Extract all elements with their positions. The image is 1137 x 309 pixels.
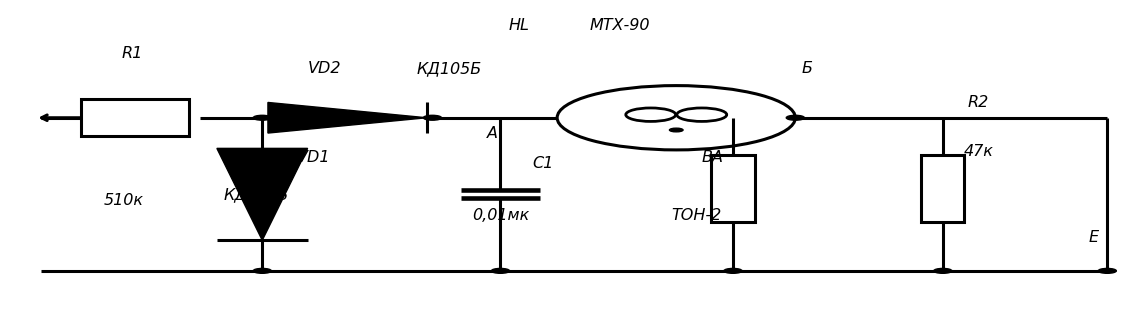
Text: Б: Б bbox=[802, 61, 812, 76]
Text: 510к: 510к bbox=[103, 193, 144, 208]
Circle shape bbox=[670, 128, 683, 132]
Circle shape bbox=[933, 269, 952, 273]
Circle shape bbox=[724, 269, 742, 273]
Text: ВА: ВА bbox=[702, 150, 723, 165]
Circle shape bbox=[423, 115, 441, 120]
Text: А: А bbox=[487, 125, 498, 141]
Text: КД105Б: КД105Б bbox=[417, 61, 482, 76]
Text: 47к: 47к bbox=[963, 144, 993, 159]
Text: 0,01мк: 0,01мк bbox=[472, 208, 529, 223]
Text: VD2: VD2 bbox=[308, 61, 341, 76]
Text: ТОН-2: ТОН-2 bbox=[672, 208, 722, 223]
Text: R1: R1 bbox=[122, 46, 142, 61]
Text: МТХ-90: МТХ-90 bbox=[589, 19, 649, 33]
Circle shape bbox=[254, 269, 272, 273]
Polygon shape bbox=[268, 103, 426, 133]
Circle shape bbox=[254, 115, 272, 120]
FancyBboxPatch shape bbox=[921, 154, 964, 222]
Text: С1: С1 bbox=[532, 156, 554, 171]
Text: R2: R2 bbox=[968, 95, 989, 110]
FancyBboxPatch shape bbox=[712, 154, 755, 222]
Circle shape bbox=[491, 269, 509, 273]
Text: КД105Б: КД105Б bbox=[224, 187, 289, 202]
Circle shape bbox=[787, 115, 804, 120]
Polygon shape bbox=[217, 148, 308, 240]
Text: VD1: VD1 bbox=[297, 150, 330, 165]
Text: HL: HL bbox=[508, 19, 529, 33]
Circle shape bbox=[1098, 269, 1117, 273]
Text: Е: Е bbox=[1088, 230, 1098, 245]
FancyBboxPatch shape bbox=[81, 99, 189, 136]
